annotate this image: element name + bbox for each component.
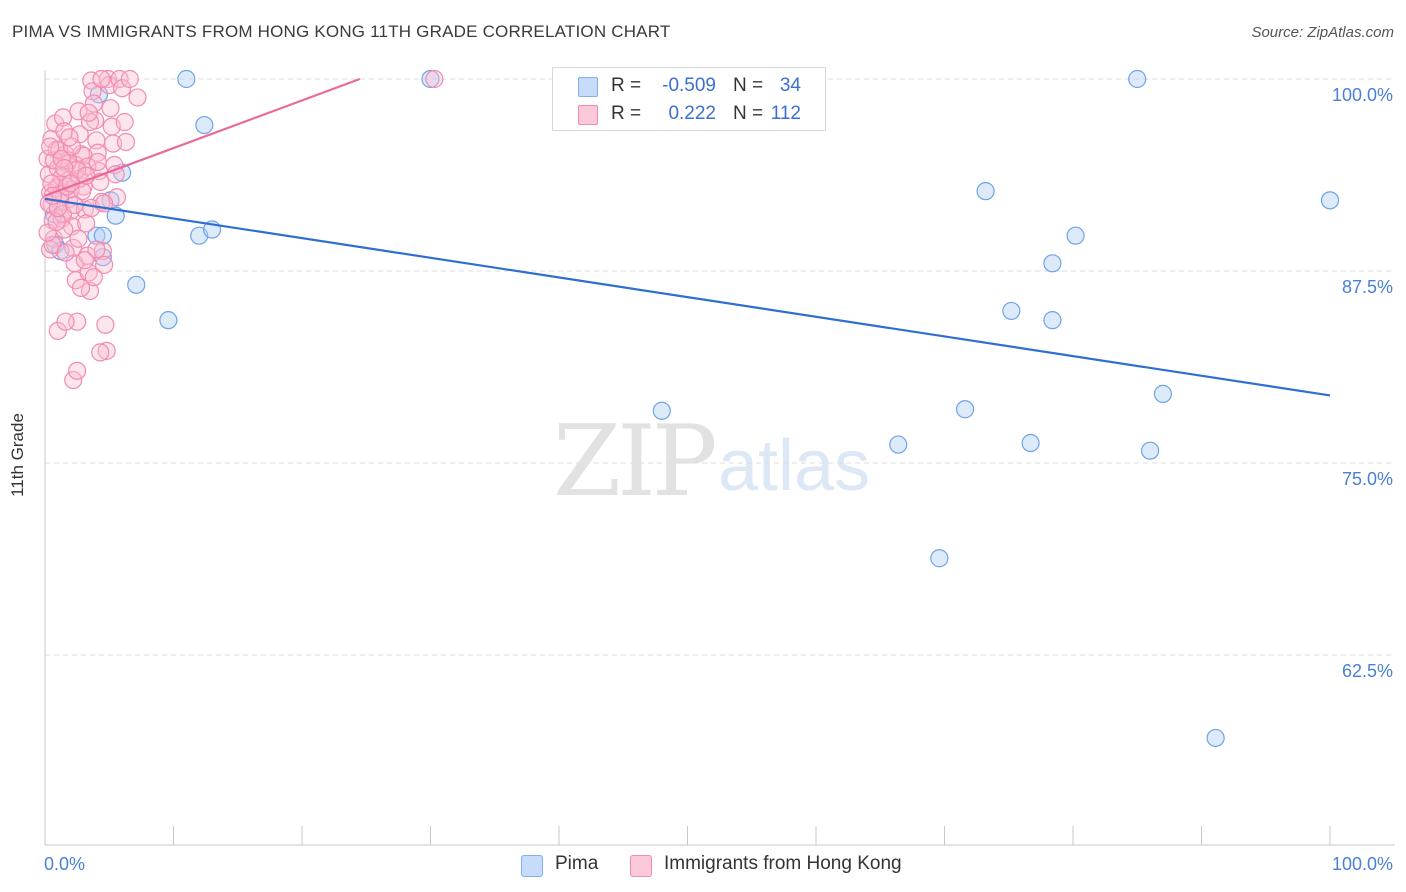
legend-r-label: R = xyxy=(611,103,642,124)
legend-r-label: R = xyxy=(611,75,642,96)
source-label: Source: ZipAtlas.com xyxy=(1251,24,1394,41)
watermark-zip: ZIP xyxy=(553,405,718,519)
pima-trend-line xyxy=(44,197,1331,397)
hong-kong-point xyxy=(101,99,120,118)
legend-n-value-hong-kong: 112 xyxy=(770,103,801,124)
pima-point xyxy=(1021,433,1040,453)
legend-row-hong-kong: R = 0.222 N = 112 xyxy=(553,100,825,128)
bottom-legend-label-hong-kong: Immigrants from Hong Kong xyxy=(664,853,902,874)
legend-n-value-pima: 34 xyxy=(779,75,801,96)
legend-r-value-hong-kong: 0.222 xyxy=(668,103,716,124)
hong-kong-point xyxy=(87,240,106,259)
y-tick-label: 87.5% xyxy=(1342,277,1393,297)
hong-kong-point xyxy=(96,315,115,334)
hong-kong-point xyxy=(425,69,444,89)
hong-kong-point xyxy=(128,88,147,107)
pima-point xyxy=(127,275,146,294)
chart-title: PIMA VS IMMIGRANTS FROM HONG KONG 11TH G… xyxy=(12,22,671,41)
y-axis-label: 11th Grade xyxy=(8,413,27,497)
hong-kong-point xyxy=(93,241,112,261)
pima-point xyxy=(652,401,671,420)
pima-point xyxy=(889,435,908,454)
hong-kong-point xyxy=(41,137,60,156)
bottom-swatch-hong-kong xyxy=(630,855,652,877)
pima-point xyxy=(421,69,440,89)
watermark-atlas: atlas xyxy=(718,426,871,506)
hong-kong-point xyxy=(88,143,107,162)
hong-kong-point xyxy=(68,361,87,380)
legend-r-value-pima: -0.509 xyxy=(662,75,716,96)
pima-point xyxy=(1140,441,1160,460)
pima-point xyxy=(1043,254,1062,273)
hong-kong-point xyxy=(84,268,103,287)
hong-kong-point xyxy=(120,69,139,89)
hong-kong-point xyxy=(47,212,66,231)
hong-kong-point xyxy=(78,157,97,176)
x-tick-label: 0.0% xyxy=(44,854,85,874)
hong-kong-point xyxy=(48,321,67,341)
hong-kong-point xyxy=(112,79,132,98)
hong-kong-point xyxy=(75,251,94,270)
hong-kong-point xyxy=(69,229,88,248)
pima-point xyxy=(1320,191,1340,210)
legend-n-label: N = xyxy=(733,75,764,96)
pima-point xyxy=(930,549,949,568)
legend-swatch-pima xyxy=(578,77,598,97)
pima-point xyxy=(1206,728,1225,748)
hong-kong-trend-line xyxy=(44,77,361,197)
hong-kong-point xyxy=(80,112,100,132)
hong-kong-point xyxy=(56,312,75,331)
legend-row-pima: R = -0.509 N = 34 xyxy=(553,72,825,100)
pima-point xyxy=(1153,384,1173,403)
hong-kong-point xyxy=(79,103,98,122)
hong-kong-point xyxy=(71,278,91,297)
hong-kong-point xyxy=(55,158,74,178)
x-tick-label: 100.0% xyxy=(1332,854,1393,874)
hong-kong-point xyxy=(53,108,73,127)
hong-kong-point xyxy=(116,132,136,152)
pima-point xyxy=(195,115,214,135)
hong-kong-point xyxy=(56,243,75,262)
y-tick-label: 75.0% xyxy=(1342,469,1393,489)
hong-kong-point xyxy=(44,151,64,170)
pima-point xyxy=(976,182,995,201)
hong-kong-point xyxy=(92,69,111,89)
hong-kong-point xyxy=(88,152,107,172)
hong-kong-point xyxy=(115,112,134,132)
pima-point xyxy=(1066,226,1085,245)
pima-point xyxy=(177,69,196,89)
y-tick-label: 100.0% xyxy=(1332,85,1393,105)
pima-point xyxy=(159,311,178,330)
bottom-swatch-pima xyxy=(521,855,543,877)
pima-point xyxy=(1002,301,1021,321)
hong-kong-point xyxy=(91,343,110,362)
pima-point xyxy=(955,400,975,419)
pima-point xyxy=(87,226,106,245)
hong-kong-point xyxy=(64,370,83,390)
y-tick-label: 62.5% xyxy=(1342,661,1393,681)
bottom-legend-label-pima: Pima xyxy=(555,853,599,874)
legend-swatch-hong-kong xyxy=(578,105,598,125)
pima-point xyxy=(1128,69,1147,89)
hong-kong-point xyxy=(77,214,96,233)
hong-kong-point xyxy=(60,128,79,147)
pima-point xyxy=(1043,311,1062,330)
hong-kong-point xyxy=(97,341,116,360)
correlation-legend: R = -0.509 N = 34 R = 0.222 N = 112 xyxy=(552,67,826,131)
hong-kong-point xyxy=(95,255,114,274)
legend-n-label: N = xyxy=(733,103,764,124)
pima-point xyxy=(106,206,125,225)
